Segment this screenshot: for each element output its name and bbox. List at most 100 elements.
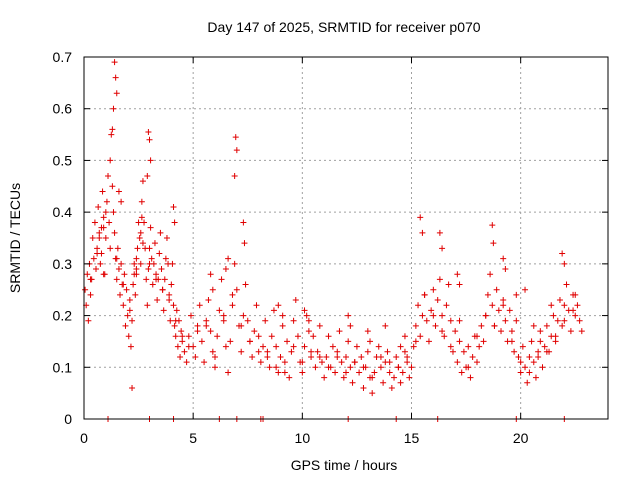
data-point [369, 374, 376, 381]
data-point [233, 147, 240, 154]
data-point [439, 328, 446, 335]
data-point [185, 333, 192, 340]
data-point [318, 359, 325, 366]
data-point [121, 271, 128, 278]
data-point [445, 281, 452, 288]
data-point [345, 312, 352, 319]
data-point [112, 74, 119, 81]
data-point [423, 317, 430, 324]
data-point [203, 322, 210, 329]
data-point [535, 348, 542, 355]
data-point [356, 369, 363, 376]
data-point [87, 276, 94, 283]
data-point [109, 126, 116, 133]
data-point [524, 379, 531, 386]
data-point [138, 198, 145, 205]
data-point [386, 359, 393, 366]
data-point [187, 312, 194, 319]
data-point [270, 307, 277, 314]
data-point [113, 90, 120, 97]
data-point [303, 312, 310, 319]
data-point [220, 317, 227, 324]
data-point [406, 374, 413, 381]
data-point [205, 297, 212, 304]
data-point [262, 317, 269, 324]
data-point [177, 353, 184, 360]
data-point [561, 317, 568, 324]
data-point [572, 312, 579, 319]
data-point [109, 183, 116, 190]
data-point [537, 328, 544, 335]
data-point [493, 286, 500, 293]
y-tick-label: 0.4 [53, 204, 73, 220]
data-point [502, 266, 509, 273]
data-point [100, 271, 107, 278]
data-point [268, 333, 275, 340]
data-point [170, 302, 177, 309]
data-point [136, 235, 143, 241]
data-point [90, 255, 97, 262]
data-point [203, 317, 210, 324]
data-point [519, 343, 526, 350]
data-point [380, 379, 387, 386]
data-point [225, 369, 232, 376]
data-point [115, 266, 122, 273]
data-point [172, 317, 179, 324]
data-point [349, 379, 356, 386]
data-point [517, 359, 524, 366]
data-point [257, 359, 264, 366]
data-point [123, 286, 130, 293]
data-point [574, 302, 581, 309]
data-point [563, 281, 570, 288]
data-point [513, 291, 520, 298]
data-point [508, 338, 515, 345]
data-point [325, 364, 332, 371]
data-point [105, 172, 112, 179]
data-point [491, 322, 498, 329]
data-point [231, 172, 238, 179]
data-point [526, 369, 533, 376]
data-point [323, 353, 330, 360]
data-point [209, 286, 216, 293]
data-point [102, 235, 109, 241]
data-point [233, 286, 240, 293]
data-point [417, 214, 424, 221]
data-point [500, 302, 507, 309]
data-point [99, 188, 106, 195]
data-point [308, 353, 315, 360]
data-point [415, 302, 422, 309]
data-point [89, 235, 96, 241]
data-point [178, 328, 185, 335]
data-point [561, 302, 568, 309]
y-axis-label: SRMTID / TECUs [7, 183, 23, 293]
data-point [543, 348, 550, 355]
data-point [511, 348, 518, 355]
data-point [434, 297, 441, 304]
data-point [229, 302, 236, 309]
data-point [138, 214, 145, 221]
y-tick-label: 0.3 [53, 256, 73, 272]
data-point [338, 359, 345, 366]
data-point [460, 348, 467, 355]
data-point [343, 353, 349, 360]
data-point [251, 328, 258, 335]
data-point [139, 178, 146, 185]
data-point [192, 353, 199, 360]
data-point [528, 338, 535, 345]
data-point [153, 271, 160, 278]
data-point [144, 302, 151, 309]
data-point [474, 359, 480, 366]
data-point [229, 291, 236, 298]
data-point [214, 333, 221, 340]
data-point [181, 348, 188, 355]
data-point [290, 343, 297, 350]
x-tick-label: 20 [513, 430, 529, 446]
data-point [149, 281, 156, 288]
data-point [157, 229, 164, 236]
data-point [343, 369, 349, 376]
data-point [183, 359, 190, 366]
data-point [179, 338, 186, 345]
data-point [279, 322, 286, 329]
